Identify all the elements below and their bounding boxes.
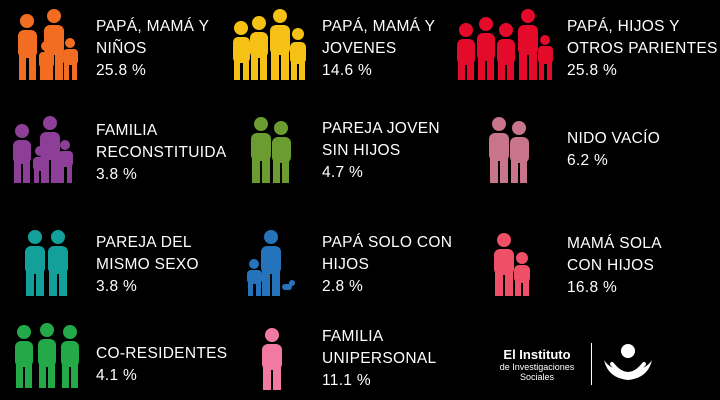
category-pareja-joven: PAREJA JOVEN SIN HIJOS 4.7 % xyxy=(322,118,440,184)
family-parents-children-icon xyxy=(18,9,78,80)
category-papa-mama-jovenes: PAPÁ, MAMÁ Y JOVENES 14.6 % xyxy=(322,16,435,82)
category-label: CON HIJOS xyxy=(567,257,655,274)
category-familia-reconstituida: FAMILIA RECONSTITUIDA 3.8 % xyxy=(96,120,227,186)
blended-family-icon xyxy=(13,116,73,183)
category-label: PAREJA JOVEN xyxy=(322,120,440,137)
category-label: PAPÁ SOLO CON xyxy=(322,234,453,251)
category-label: RECONSTITUIDA xyxy=(96,144,227,161)
category-label: NIDO VACÍO xyxy=(567,130,661,147)
category-unipersonal: FAMILIA UNIPERSONAL 11.1 % xyxy=(322,326,436,392)
extended-family-icon xyxy=(457,9,553,80)
category-percent: 3.8 % xyxy=(96,278,138,295)
category-label: OTROS PARIENTES xyxy=(567,40,718,57)
category-percent: 25.8 % xyxy=(96,62,147,79)
category-label: FAMILIA xyxy=(96,122,158,139)
category-papa-hijos-otros: PAPÁ, HIJOS Y OTROS PARIENTES 25.8 % xyxy=(567,16,718,82)
category-papa-solo: PAPÁ SOLO CON HIJOS 2.8 % xyxy=(322,232,452,298)
category-label: PAREJA DEL xyxy=(96,234,192,251)
category-co-residentes: CO-RESIDENTES 4.1 % xyxy=(96,343,227,387)
young-couple-icon xyxy=(251,117,291,183)
category-label: PAPÁ, HIJOS Y xyxy=(567,18,680,35)
logo-title: El Instituto xyxy=(503,347,571,362)
logo-subtitle-2: Sociales xyxy=(519,372,555,382)
category-label: NIÑOS xyxy=(96,40,147,57)
institute-logo-text: El Instituto de Investigaciones Sociales xyxy=(492,347,582,382)
single-father-icon xyxy=(247,230,295,296)
category-percent: 16.8 % xyxy=(567,279,618,296)
category-percent: 4.1 % xyxy=(96,367,138,384)
category-pareja-mismo-sexo: PAREJA DEL MISMO SEXO 3.8 % xyxy=(96,232,199,298)
category-nido-vacio: NIDO VACÍO 6.2 % xyxy=(567,128,660,172)
category-label: JOVENES xyxy=(322,40,397,57)
logo-divider xyxy=(591,343,592,385)
single-person-icon xyxy=(262,328,282,390)
institute-logo-icon xyxy=(604,344,652,380)
category-label: UNIPERSONAL xyxy=(322,350,437,367)
logo-subtitle-1: de Investigaciones xyxy=(499,362,575,372)
category-percent: 14.6 % xyxy=(322,62,373,79)
family-parents-youth-icon xyxy=(233,9,306,80)
single-mother-icon xyxy=(494,233,530,296)
category-label: PAPÁ, MAMÁ Y xyxy=(96,18,210,35)
category-label: SIN HIJOS xyxy=(322,142,401,159)
category-label: MISMO SEXO xyxy=(96,256,199,273)
category-percent: 11.1 % xyxy=(322,372,371,389)
category-mama-sola: MAMÁ SOLA CON HIJOS 16.8 % xyxy=(567,233,662,299)
category-percent: 4.7 % xyxy=(322,164,364,181)
category-label: HIJOS xyxy=(322,256,370,273)
category-papa-mama-ninos: PAPÁ, MAMÁ Y NIÑOS 25.8 % xyxy=(96,16,209,82)
empty-nest-couple-icon xyxy=(489,117,529,183)
category-percent: 6.2 % xyxy=(567,152,609,169)
same-sex-couple-icon xyxy=(25,230,68,296)
category-percent: 2.8 % xyxy=(322,278,364,295)
category-label: FAMILIA xyxy=(322,328,384,345)
category-percent: 3.8 % xyxy=(96,166,138,183)
category-label: PAPÁ, MAMÁ Y xyxy=(322,18,436,35)
co-residents-icon xyxy=(15,323,79,388)
category-percent: 25.8 % xyxy=(567,62,618,79)
category-label: CO-RESIDENTES xyxy=(96,345,228,362)
category-label: MAMÁ SOLA xyxy=(567,235,662,252)
